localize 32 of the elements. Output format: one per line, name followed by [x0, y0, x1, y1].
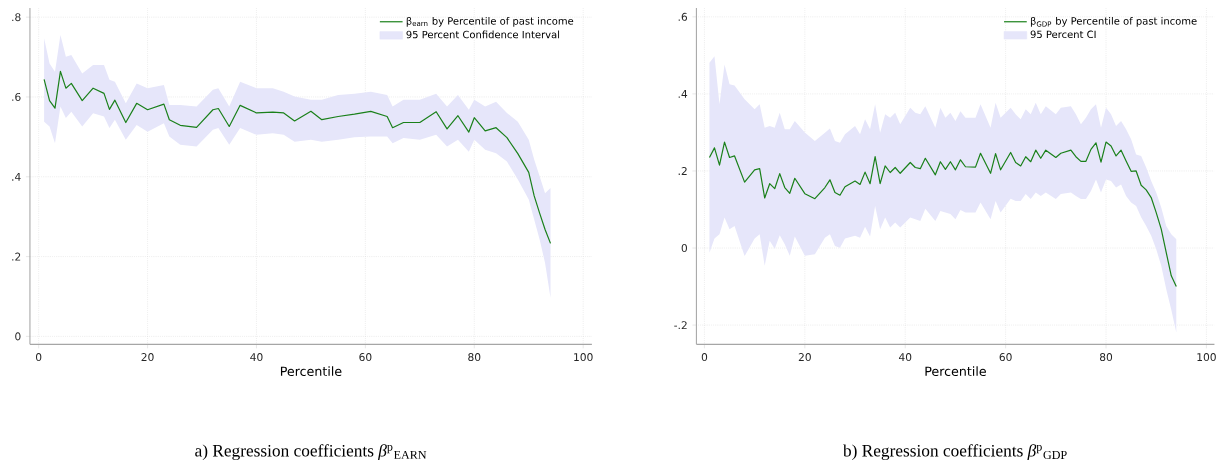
y-tick-label: .4 [678, 90, 688, 99]
x-axis-title: Percentile [280, 366, 342, 377]
x-tick-label: 60 [359, 353, 372, 362]
legend-label: 95 Percent Confidence Interval [406, 30, 560, 39]
x-tick-label: 100 [1197, 353, 1216, 362]
x-tick-label: 40 [250, 353, 263, 362]
line-series [43, 71, 552, 245]
x-tick-label: 100 [574, 353, 593, 362]
x-tick-label: 0 [35, 353, 42, 362]
legend-label: β$_{earn}$ by Percentile of past income [406, 17, 574, 27]
x-tick-label: 60 [999, 353, 1012, 362]
x-tick-label: 20 [798, 353, 811, 362]
x-tick-label: 80 [468, 353, 481, 362]
x-tick-label: 20 [141, 353, 154, 362]
y-tick-label: 0 [15, 332, 21, 341]
y-tick-label: -.2 [674, 321, 687, 330]
y-tick-label: .8 [12, 13, 21, 22]
text: a) Regression coefficients β$^{p}$EARN [195, 444, 427, 461]
y-tick-label: .6 [678, 13, 688, 22]
x-tick-label: 80 [1099, 353, 1113, 362]
text: b) Regression coefficients β$^{p}$GDP [842, 444, 1067, 461]
y-tick-label: .2 [12, 252, 21, 261]
y-tick-label: .4 [12, 173, 21, 181]
y-tick-label: .6 [12, 93, 21, 102]
y-tick-label: 0 [681, 244, 688, 253]
legend-label: β$_{GDP}$ by Percentile of past income [1030, 17, 1197, 27]
x-tick-label: 40 [898, 353, 912, 362]
legend-label: 95 Percent CI [1030, 30, 1096, 39]
x-axis-title: Percentile [925, 366, 986, 377]
line-series [708, 141, 1177, 288]
y-tick-label: .2 [678, 167, 687, 176]
x-tick-label: 0 [701, 353, 708, 362]
